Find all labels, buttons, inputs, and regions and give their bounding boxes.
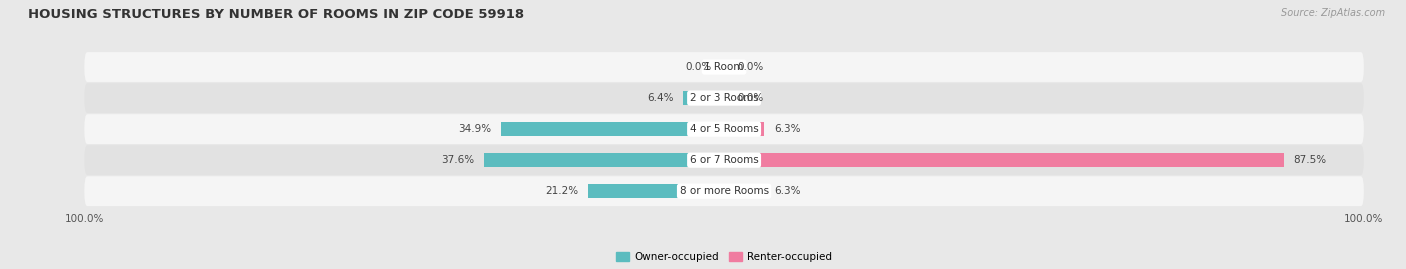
Text: 37.6%: 37.6% <box>441 155 474 165</box>
Text: Source: ZipAtlas.com: Source: ZipAtlas.com <box>1281 8 1385 18</box>
Text: 1 Room: 1 Room <box>704 62 744 72</box>
Bar <box>724 153 1284 167</box>
Bar <box>724 122 765 136</box>
FancyBboxPatch shape <box>84 145 1364 175</box>
Text: 87.5%: 87.5% <box>1294 155 1327 165</box>
Text: 6 or 7 Rooms: 6 or 7 Rooms <box>690 155 758 165</box>
Text: 6.4%: 6.4% <box>647 93 673 103</box>
Text: 4 or 5 Rooms: 4 or 5 Rooms <box>690 124 758 134</box>
Bar <box>501 122 724 136</box>
Text: 6.3%: 6.3% <box>773 124 800 134</box>
FancyBboxPatch shape <box>84 52 1364 82</box>
Text: 0.0%: 0.0% <box>737 93 763 103</box>
Text: 6.3%: 6.3% <box>773 186 800 196</box>
Text: HOUSING STRUCTURES BY NUMBER OF ROOMS IN ZIP CODE 59918: HOUSING STRUCTURES BY NUMBER OF ROOMS IN… <box>28 8 524 21</box>
Text: 21.2%: 21.2% <box>546 186 579 196</box>
Bar <box>484 153 724 167</box>
Bar <box>724 184 765 198</box>
Legend: Owner-occupied, Renter-occupied: Owner-occupied, Renter-occupied <box>612 247 837 266</box>
Text: 34.9%: 34.9% <box>458 124 491 134</box>
Bar <box>683 91 724 105</box>
Bar <box>589 184 724 198</box>
FancyBboxPatch shape <box>84 176 1364 206</box>
Text: 0.0%: 0.0% <box>737 62 763 72</box>
FancyBboxPatch shape <box>84 83 1364 113</box>
Text: 8 or more Rooms: 8 or more Rooms <box>679 186 769 196</box>
Text: 0.0%: 0.0% <box>685 62 711 72</box>
FancyBboxPatch shape <box>84 114 1364 144</box>
Text: 2 or 3 Rooms: 2 or 3 Rooms <box>690 93 758 103</box>
